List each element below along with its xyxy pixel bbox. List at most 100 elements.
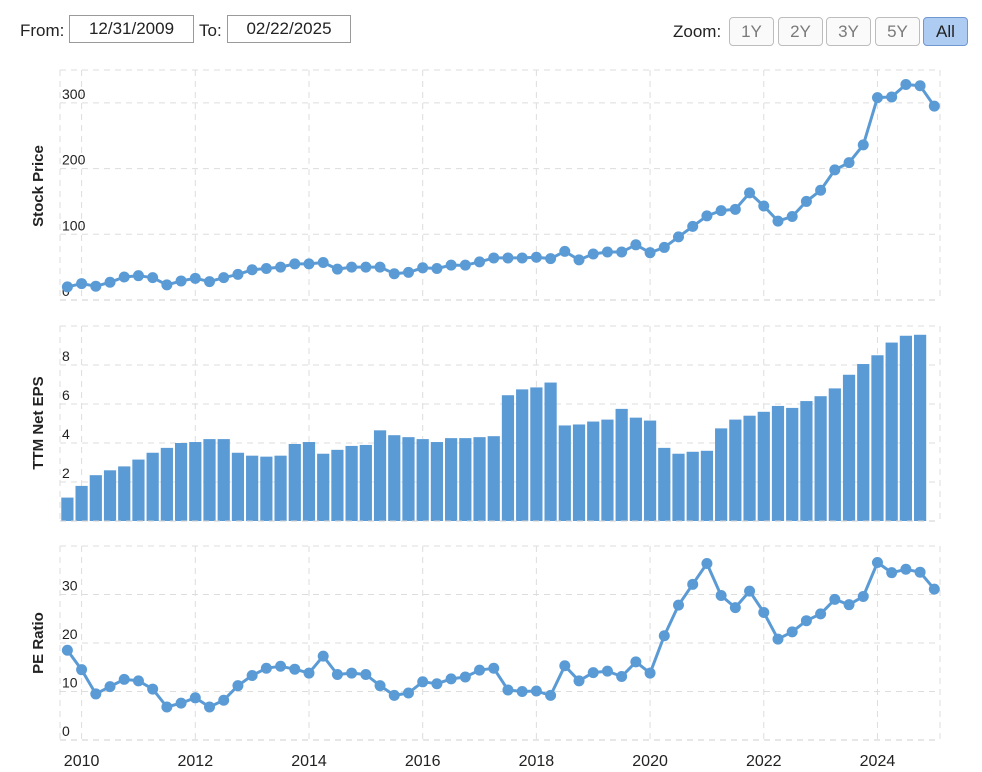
data-point xyxy=(346,667,358,679)
data-point xyxy=(502,684,514,696)
eps-bar xyxy=(416,439,429,521)
data-point xyxy=(388,268,400,280)
y-tick-label: 0 xyxy=(62,723,70,739)
data-point xyxy=(729,203,741,215)
from-date-input[interactable]: 12/31/2009 xyxy=(69,15,194,43)
data-point xyxy=(317,650,329,662)
zoom-5y-button[interactable]: 5Y xyxy=(875,17,920,46)
x-tick-label: 2024 xyxy=(860,753,896,770)
eps-bar xyxy=(430,442,444,521)
data-point xyxy=(559,245,571,257)
data-point xyxy=(331,669,343,681)
data-point xyxy=(474,664,486,676)
eps-bar xyxy=(899,335,912,521)
y-tick-label: 10 xyxy=(62,675,78,691)
eps-bar xyxy=(103,470,117,521)
eps-bar xyxy=(288,443,301,521)
eps-bar xyxy=(246,455,259,521)
data-point xyxy=(360,261,372,273)
eps-bar xyxy=(672,453,685,521)
eps-bar xyxy=(615,408,628,521)
series-line xyxy=(66,561,936,709)
zoom-2y-button[interactable]: 2Y xyxy=(778,17,823,46)
eps-bar xyxy=(871,355,884,521)
data-point xyxy=(758,606,770,618)
data-point xyxy=(687,578,699,590)
data-point xyxy=(886,91,898,103)
eps-bar xyxy=(686,451,699,521)
data-point xyxy=(246,669,258,681)
x-tick-label: 2022 xyxy=(746,753,782,770)
data-point xyxy=(90,280,102,292)
eps-bar xyxy=(317,453,330,521)
data-point xyxy=(445,259,457,271)
eps-bar xyxy=(800,401,813,521)
data-point xyxy=(147,683,159,695)
eps-bar xyxy=(558,425,571,521)
data-point xyxy=(431,262,443,274)
data-point xyxy=(175,275,187,287)
eps-bar xyxy=(189,442,202,521)
data-point xyxy=(118,271,130,283)
data-point xyxy=(76,664,88,676)
data-point xyxy=(715,205,727,217)
to-date-input[interactable]: 02/22/2025 xyxy=(227,15,351,43)
eps-bar xyxy=(729,419,742,521)
data-point xyxy=(275,261,287,273)
eps-bar xyxy=(75,485,88,521)
data-point xyxy=(331,263,343,275)
eps-bar xyxy=(459,438,472,521)
data-point xyxy=(559,660,571,672)
eps-bar xyxy=(857,364,870,521)
data-point xyxy=(218,694,230,706)
data-point xyxy=(260,662,272,674)
y-tick-label: 8 xyxy=(62,348,70,364)
data-point xyxy=(644,247,656,259)
data-point xyxy=(701,210,713,222)
eps-bar xyxy=(487,436,500,521)
data-point xyxy=(744,187,756,199)
data-point xyxy=(829,593,841,605)
y-tick-label: 300 xyxy=(62,86,86,102)
data-point xyxy=(871,556,883,568)
eps-bar xyxy=(786,407,799,521)
zoom-3y-button[interactable]: 3Y xyxy=(826,17,871,46)
eps-bar xyxy=(658,447,671,521)
eps-bar xyxy=(445,438,458,521)
data-point xyxy=(530,685,542,697)
eps-bar xyxy=(501,395,515,521)
eps-bar xyxy=(118,466,131,521)
data-point xyxy=(61,644,73,656)
x-tick-label: 2016 xyxy=(405,753,441,770)
data-point xyxy=(701,557,713,569)
data-point xyxy=(346,261,358,273)
zoom-all-button[interactable]: All xyxy=(923,17,968,46)
data-point xyxy=(658,241,670,253)
data-point xyxy=(417,262,429,274)
series-line xyxy=(67,83,936,289)
eps-bar xyxy=(302,442,316,521)
x-tick-label: 2020 xyxy=(632,753,668,770)
data-point xyxy=(616,246,628,258)
data-point xyxy=(857,590,869,602)
zoom-1y-button[interactable]: 1Y xyxy=(729,17,774,46)
y-tick-label: 200 xyxy=(62,152,86,168)
data-point xyxy=(317,257,329,269)
data-point xyxy=(132,675,144,687)
data-point xyxy=(573,675,585,687)
eps-bar xyxy=(61,497,74,521)
data-point xyxy=(289,663,301,675)
data-point xyxy=(758,200,770,212)
data-point xyxy=(658,630,670,642)
data-point xyxy=(687,220,699,232)
data-point xyxy=(800,615,812,627)
data-point xyxy=(488,252,500,264)
eps-bar xyxy=(203,439,216,521)
eps-bar xyxy=(274,455,287,521)
data-point xyxy=(189,272,201,284)
data-point xyxy=(459,671,471,683)
x-tick-label: 2014 xyxy=(291,753,327,770)
data-point xyxy=(431,678,443,690)
data-point xyxy=(843,157,855,169)
